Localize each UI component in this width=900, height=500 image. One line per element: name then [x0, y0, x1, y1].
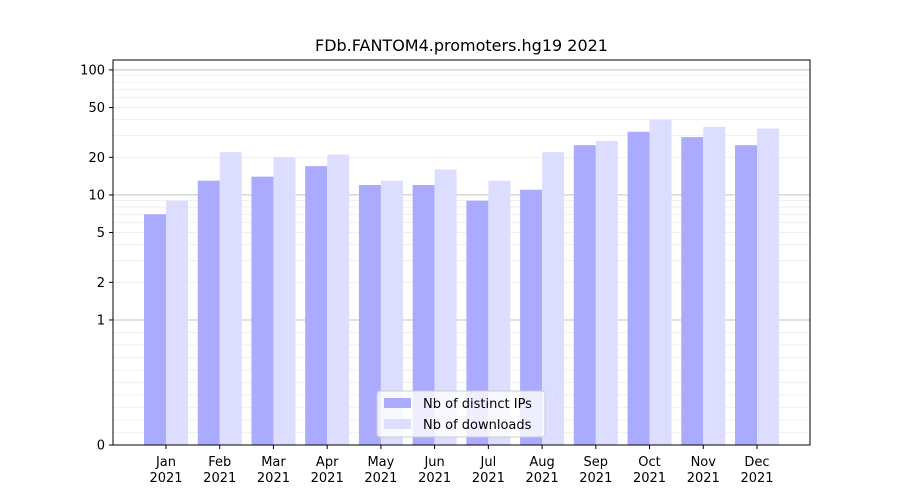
bar-downloads-4	[380, 180, 403, 445]
legend-swatch-distinct-ips	[384, 398, 411, 408]
x-tick-label: Nov 2021	[687, 455, 720, 486]
legend: Nb of distinct IPs Nb of downloads	[376, 390, 546, 438]
x-axis: Jan 2021 Feb 2021 Mar 2021 Apr 2021 May 2021 Jun 20…	[149, 445, 774, 486]
bar-distinct-ips-11	[735, 145, 757, 445]
y-axis: 0 1 2 5 10 20 50 100	[80, 63, 113, 454]
bar-downloads-0	[166, 200, 188, 445]
x-tick-label: May 2021	[364, 455, 397, 486]
x-tick-label: Feb 2021	[203, 455, 236, 486]
legend-label-distinct-ips: Nb of distinct IPs	[423, 397, 532, 412]
x-tick-label: Jan 2021	[149, 455, 182, 486]
y-tick-label: 10	[88, 188, 105, 203]
bar-distinct-ips-10	[681, 137, 704, 445]
legend-box	[376, 390, 546, 438]
x-tick-label: Mar 2021	[257, 455, 290, 486]
bar-downloads-11	[757, 128, 779, 445]
y-tick-label: 100	[80, 63, 105, 78]
bar-distinct-ips-0	[144, 214, 166, 445]
bar-downloads-2	[273, 157, 296, 445]
bar-distinct-ips-4	[358, 185, 381, 445]
x-tick-label: Jul 2021	[472, 455, 505, 486]
legend-label-downloads: Nb of downloads	[423, 418, 532, 433]
legend-swatch-downloads	[384, 419, 411, 429]
chart-title: FDb.FANTOM4.promoters.hg19 2021	[315, 36, 608, 55]
bar-downloads-1	[219, 152, 242, 445]
y-tick-label: 1	[97, 313, 105, 328]
x-tick-label: Oct 2021	[633, 455, 666, 486]
y-tick-label: 2	[97, 276, 105, 291]
bar-downloads-7	[542, 152, 565, 445]
bar-downloads-6	[488, 180, 511, 445]
x-tick-label: Jun 2021	[418, 455, 451, 486]
bar-downloads-10	[703, 126, 726, 446]
x-tick-label: Aug 2021	[526, 455, 559, 486]
axes-frame	[112, 59, 811, 446]
y-tick-label: 20	[88, 151, 105, 166]
y-tick-label: 5	[97, 226, 105, 241]
x-tick-label: Apr 2021	[311, 455, 344, 486]
bar-distinct-ips-6	[466, 200, 489, 445]
bar-distinct-ips-8	[573, 145, 596, 445]
bar-downloads-9	[649, 119, 672, 446]
bar-distinct-ips-3	[305, 166, 328, 445]
bar-downloads-8	[595, 140, 618, 445]
bar-distinct-ips-5	[412, 185, 435, 445]
bar-distinct-ips-1	[197, 180, 220, 445]
bar-downloads-5	[434, 169, 457, 445]
y-tick-label: 0	[97, 439, 105, 454]
bar-distinct-ips-9	[627, 131, 650, 445]
x-tick-label: Dec 2021	[740, 455, 773, 486]
x-tick-label: Sep 2021	[579, 455, 612, 486]
y-tick-label: 50	[88, 101, 105, 116]
bar-distinct-ips-2	[251, 176, 274, 445]
bar-downloads-3	[327, 154, 350, 446]
bar-distinct-ips-7	[520, 189, 543, 445]
bars	[144, 119, 779, 446]
